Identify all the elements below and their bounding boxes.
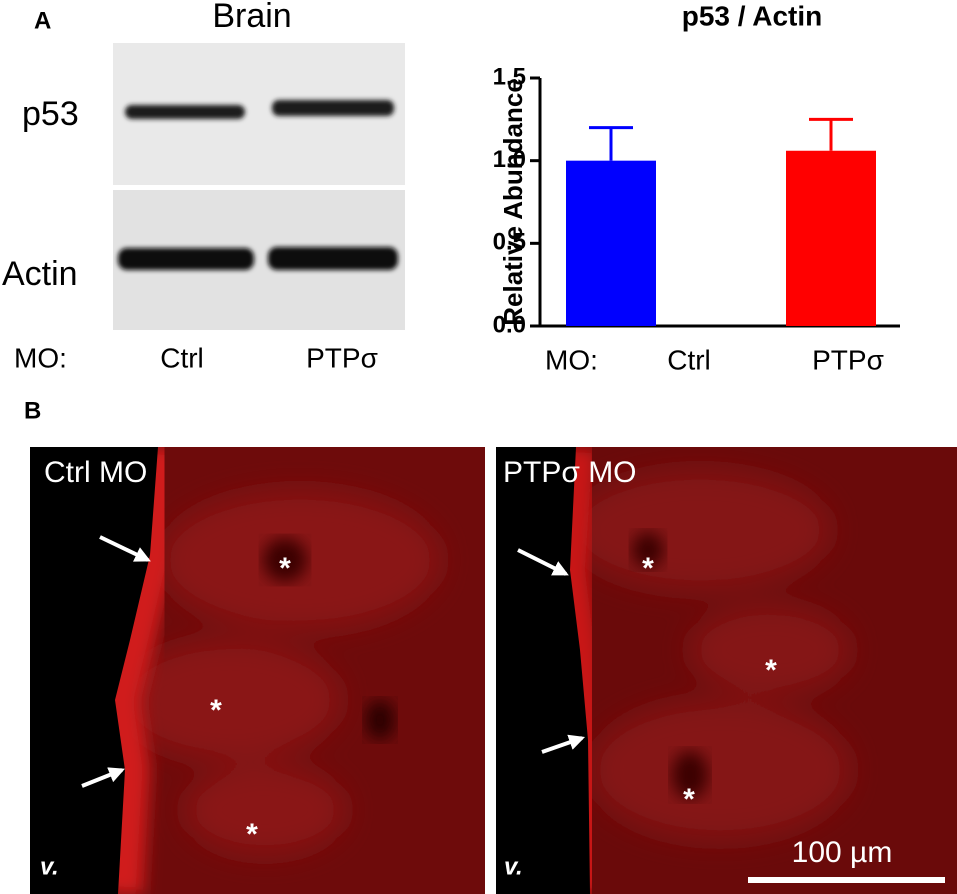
band xyxy=(125,105,245,119)
x-tick-label: Ctrl xyxy=(667,344,711,375)
micrograph-label: Ctrl MO xyxy=(44,456,147,489)
asterisk: * xyxy=(279,552,291,585)
ventricle-label: v. xyxy=(40,853,59,880)
micrograph-label: PTPσ MO xyxy=(503,456,637,489)
asterisk: * xyxy=(210,694,222,727)
y-tick-label: 0.0 xyxy=(493,311,526,338)
lane-label: PTPσ xyxy=(306,342,378,373)
ventricle-label: v. xyxy=(504,853,523,880)
band xyxy=(118,248,254,270)
asterisk: * xyxy=(765,654,777,687)
panel-label: A xyxy=(34,7,51,34)
y-axis-label: Relative Abundance xyxy=(498,78,528,326)
x-prefix: MO: xyxy=(545,344,598,375)
band xyxy=(268,247,398,270)
bar xyxy=(786,150,876,326)
y-tick-label: 1.0 xyxy=(493,146,526,173)
micrograph xyxy=(496,447,957,894)
y-tick-label: 1.5 xyxy=(493,63,526,90)
asterisk: * xyxy=(246,818,258,851)
band xyxy=(272,100,394,116)
bar xyxy=(566,160,656,326)
asterisk: * xyxy=(683,783,695,816)
scale-bar-label: 100 µm xyxy=(792,836,893,869)
panel-label: B xyxy=(24,397,41,424)
asterisk: * xyxy=(642,552,654,585)
blot-title: Brain xyxy=(212,0,291,35)
chart-title: p53 / Actin xyxy=(682,0,823,31)
x-tick-label: PTPσ xyxy=(812,344,884,375)
lane-prefix: MO: xyxy=(14,342,67,373)
blot-row-label: Actin xyxy=(2,255,78,293)
micrograph xyxy=(30,447,485,894)
lane-label: Ctrl xyxy=(160,342,204,373)
blot-row-label: p53 xyxy=(22,95,79,133)
arrow xyxy=(81,535,586,788)
y-tick-label: 0.5 xyxy=(493,229,526,256)
